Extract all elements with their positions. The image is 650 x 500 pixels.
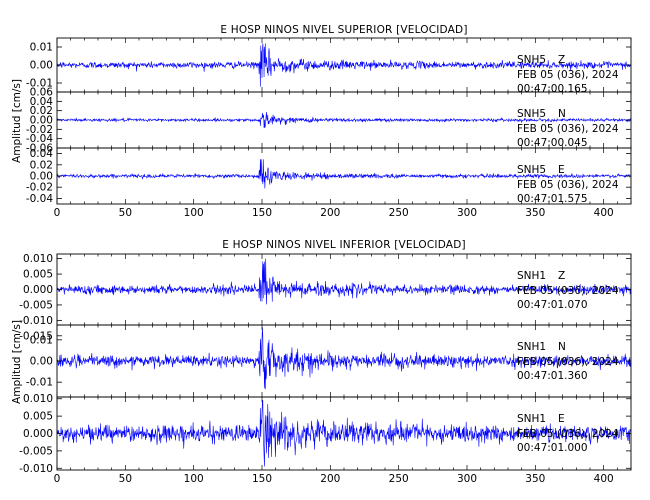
y-tick-label: -0.02	[26, 182, 53, 194]
y-tick-label: -0.01	[26, 78, 53, 90]
time-label: 00:47:01.000	[517, 442, 588, 454]
x-tick-label: 200	[320, 207, 340, 219]
y-tick-label: 0.00	[30, 60, 53, 72]
y-axis-label: Amplitud [cm/s]	[11, 79, 23, 163]
y-tick-label: 0.06	[30, 87, 54, 99]
y-tick-label: 0.00	[30, 356, 53, 368]
y-tick-label: -0.015	[19, 330, 53, 342]
component-label: N	[558, 108, 566, 120]
date-label: FEB 05 (036), 2024	[517, 179, 619, 191]
x-tick-label: 0	[54, 473, 61, 485]
y-axis-label: Amplitud [cm/s]	[11, 320, 23, 404]
station-label: SNH1	[517, 270, 546, 282]
x-tick-label: 100	[184, 473, 204, 485]
x-tick-label: 150	[252, 473, 272, 485]
trace-panel-snh5-e: 0.040.020.00-0.02-0.04 SNH5 E FEB 05 (036),…	[26, 147, 632, 205]
station-label: SNH1	[517, 413, 546, 425]
y-tick-label: 0.005	[23, 411, 53, 423]
waveform-line	[56, 327, 632, 390]
waveform-line	[56, 111, 632, 128]
component-label: N	[558, 341, 566, 353]
date-label: FEB 05 (036), 2024	[517, 69, 619, 81]
y-tick-label: 0.04	[30, 148, 54, 160]
x-tick-label: 100	[184, 207, 204, 219]
time-label: 00:47:00.045	[517, 137, 588, 149]
date-label: FEB 05 (036), 2024	[517, 428, 619, 440]
y-tick-label: -0.010	[19, 315, 53, 327]
waveform-line	[56, 258, 632, 305]
x-tick-label: 250	[389, 473, 409, 485]
chart-1: E HOSP NINOS NIVEL SUPERIOR [VELOCIDAD] A…	[11, 24, 632, 219]
trace-panel-snh5-n: 0.060.040.020.00-0.02-0.04-0.06 SNH5 N FEB …	[26, 87, 632, 155]
time-label: 00:47:01.575	[517, 193, 588, 205]
component-label: Z	[558, 54, 565, 66]
y-tick-label: -0.04	[26, 133, 53, 145]
component-label: E	[558, 164, 565, 176]
x-tick-label: 350	[525, 207, 545, 219]
waveform-line	[56, 159, 632, 189]
time-label: 00:47:01.360	[517, 370, 588, 382]
y-tick-label: 0.02	[30, 159, 53, 171]
trace-panel-snh1-n: 0.01 0.00 -0.01 SNH1 N FEB 05 (036), 2024 00:4…	[26, 324, 632, 398]
station-label: SNH1	[517, 341, 546, 353]
y-tick-label: -0.02	[26, 124, 53, 136]
x-tick-label: 350	[525, 473, 545, 485]
y-tick-label: -0.06	[26, 143, 53, 155]
y-tick-label: 0.000	[23, 428, 53, 440]
x-tick-label: 50	[119, 473, 132, 485]
component-label: E	[558, 413, 565, 425]
x-tick-label: 300	[457, 473, 477, 485]
x-tick-label: 300	[457, 207, 477, 219]
waveform-line	[56, 400, 632, 467]
waveform-line	[56, 43, 632, 87]
time-label: 00:47:00.165	[517, 83, 588, 95]
date-label: FEB 05 (036), 2024	[517, 356, 619, 368]
time-label: 00:47:01.070	[517, 299, 588, 311]
trace-panel-snh1-e: 0.010 0.005 0.000 -0.005 -0.010 SNH1 E FEB 05 (…	[19, 393, 632, 475]
station-label: SNH5	[517, 108, 546, 120]
y-tick-label: 0.00	[30, 171, 53, 183]
component-label: Z	[558, 270, 565, 282]
x-tick-label: 400	[594, 473, 614, 485]
y-tick-label: 0.005	[23, 269, 53, 281]
station-label: SNH5	[517, 54, 546, 66]
chart-title: E HOSP NINOS NIVEL INFERIOR [VELOCIDAD]	[222, 239, 466, 251]
trace-panel-snh5-z: 0.01 0.00 -0.01 SNH5 Z FEB 05 (036), 2024 00:4…	[26, 37, 632, 95]
y-tick-label: 0.01	[30, 334, 53, 346]
chart-2: E HOSP NINOS NIVEL INFERIOR [VELOCIDAD] A…	[11, 239, 632, 485]
y-tick-label: -0.005	[19, 299, 53, 311]
x-tick-label: 0	[54, 207, 61, 219]
x-tick-label: 250	[389, 207, 409, 219]
y-tick-label: 0.00	[30, 115, 53, 127]
date-label: FEB 05 (036), 2024	[517, 123, 619, 135]
x-tick-label: 400	[594, 207, 614, 219]
y-tick-label: -0.01	[26, 377, 53, 389]
trace-panel-snh1-z: 0.010 0.005 0.000 -0.005 -0.010 -0.015 SNH1 Z FE…	[19, 253, 632, 342]
y-tick-label: 0.010	[23, 393, 53, 405]
y-tick-label: 0.02	[30, 105, 53, 117]
y-tick-label: 0.010	[23, 253, 53, 265]
x-tick-label: 50	[119, 207, 132, 219]
x-tick-label: 150	[252, 207, 272, 219]
y-tick-label: 0.04	[30, 96, 54, 108]
y-tick-label: 0.000	[23, 284, 53, 296]
x-tick-label: 200	[320, 473, 340, 485]
y-tick-label: 0.01	[30, 42, 53, 54]
y-tick-label: -0.005	[19, 445, 53, 457]
y-tick-label: -0.04	[26, 193, 53, 205]
station-label: SNH5	[517, 164, 546, 176]
y-tick-label: -0.010	[19, 463, 53, 475]
date-label: FEB 05 (036), 2024	[517, 285, 619, 297]
chart-title: E HOSP NINOS NIVEL SUPERIOR [VELOCIDAD]	[220, 24, 467, 36]
